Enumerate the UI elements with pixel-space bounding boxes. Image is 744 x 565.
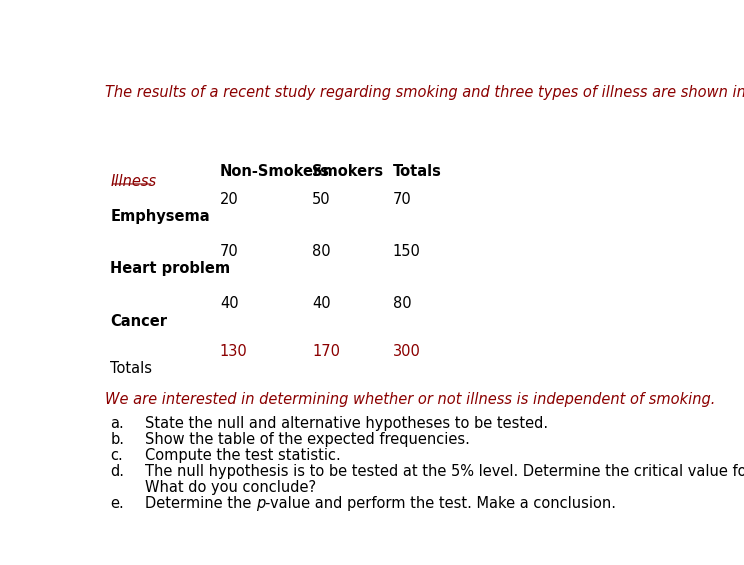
Text: 300: 300 [393, 344, 420, 359]
Text: e.: e. [110, 496, 124, 511]
Text: Emphysema: Emphysema [110, 209, 210, 224]
Text: 70: 70 [393, 192, 411, 207]
Text: 70: 70 [220, 244, 239, 259]
Text: 130: 130 [220, 344, 248, 359]
Text: Totals: Totals [110, 362, 153, 376]
Text: 150: 150 [393, 244, 420, 259]
Text: d.: d. [110, 464, 124, 479]
Text: Determine the: Determine the [145, 496, 256, 511]
Text: 50: 50 [312, 192, 331, 207]
Text: 80: 80 [393, 296, 411, 311]
Text: What do you conclude?: What do you conclude? [145, 480, 316, 496]
Text: Heart problem: Heart problem [110, 262, 231, 276]
Text: State the null and alternative hypotheses to be tested.: State the null and alternative hypothese… [145, 416, 548, 431]
Text: Show the table of the expected frequencies.: Show the table of the expected frequenci… [145, 432, 469, 447]
Text: 80: 80 [312, 244, 331, 259]
Text: -value and perform the test. Make a conclusion.: -value and perform the test. Make a conc… [265, 496, 616, 511]
Text: Non-Smokers: Non-Smokers [220, 163, 330, 179]
Text: 40: 40 [312, 296, 331, 311]
Text: Totals: Totals [393, 163, 442, 179]
Text: We are interested in determining whether or not illness is independent of smokin: We are interested in determining whether… [104, 392, 715, 407]
Text: c.: c. [110, 448, 123, 463]
Text: b.: b. [110, 432, 124, 447]
Text: 40: 40 [220, 296, 239, 311]
Text: Smokers: Smokers [312, 163, 383, 179]
Text: 20: 20 [220, 192, 239, 207]
Text: a.: a. [110, 416, 124, 431]
Text: Illness: Illness [110, 175, 156, 189]
Text: The results of a recent study regarding smoking and three types of illness are s: The results of a recent study regarding … [104, 85, 744, 100]
Text: Compute the test statistic.: Compute the test statistic. [145, 448, 341, 463]
Text: Cancer: Cancer [110, 314, 167, 329]
Text: The null hypothesis is to be tested at the 5% level. Determine the critical valu: The null hypothesis is to be tested at t… [145, 464, 744, 479]
Text: 170: 170 [312, 344, 340, 359]
Text: p: p [256, 496, 265, 511]
